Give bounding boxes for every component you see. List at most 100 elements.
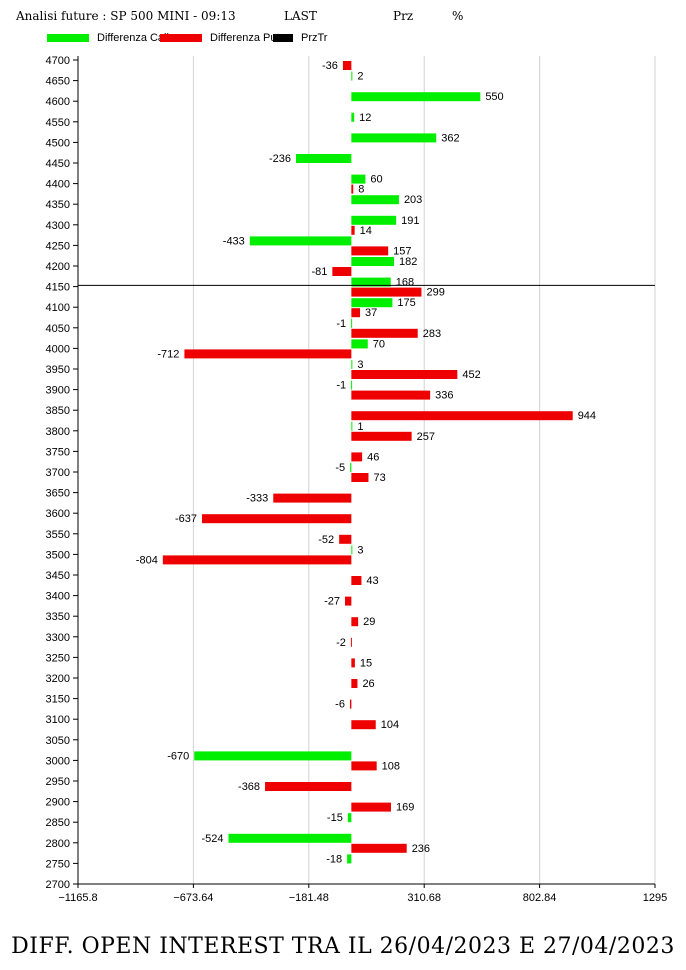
call-bar-label: -670	[167, 750, 189, 762]
y-tick-label: 4200	[46, 261, 70, 273]
call-bar	[350, 463, 352, 472]
y-tick-label: 4600	[46, 96, 70, 108]
put-bar-label: 283	[423, 328, 441, 340]
put-bar-label: 169	[396, 802, 414, 814]
put-bar-label: -637	[175, 513, 197, 525]
put-bar	[184, 349, 352, 359]
y-tick-label: 3550	[46, 529, 70, 541]
put-bar	[351, 473, 369, 482]
call-bar	[351, 112, 355, 122]
put-bar-label: 299	[426, 287, 444, 299]
put-bar	[351, 576, 362, 585]
call-bar	[296, 154, 352, 163]
call-bar	[351, 318, 353, 328]
y-tick-label: 2950	[46, 776, 70, 788]
x-tick-label: 802.84	[523, 892, 557, 904]
call-bar	[347, 854, 352, 864]
y-tick-label: 2700	[46, 879, 70, 891]
y-tick-label: 3350	[46, 611, 70, 623]
y-tick-label: 3750	[46, 446, 70, 458]
put-bar	[349, 699, 352, 709]
legend-swatch-put	[160, 34, 202, 42]
put-bar	[351, 802, 391, 812]
y-tick-label: 3200	[46, 673, 70, 685]
y-tick-label: 4150	[46, 282, 70, 294]
put-bar	[351, 328, 418, 338]
put-bar	[265, 782, 352, 791]
call-bar	[351, 133, 437, 143]
legend-item-call: Differenza Call	[47, 32, 169, 44]
put-bar-label: 73	[373, 472, 385, 484]
put-bar-label: -52	[318, 534, 334, 546]
put-bar-label: -2	[336, 637, 346, 649]
put-bar	[162, 555, 352, 565]
legend-label-call: Differenza Call	[97, 32, 169, 44]
call-bar-label: 2	[357, 71, 363, 83]
y-tick-label: 3800	[46, 426, 70, 438]
header-last-label: LAST	[284, 9, 317, 23]
y-tick-label: 3400	[46, 591, 70, 603]
call-bar	[351, 339, 368, 349]
put-bar-label: -27	[324, 596, 340, 608]
y-tick-label: 3250	[46, 652, 70, 664]
call-bar	[351, 380, 353, 390]
y-tick-label: 4300	[46, 220, 70, 232]
y-tick-label: 4700	[46, 55, 70, 67]
put-bar-label: 104	[381, 719, 399, 731]
y-tick-label: 4650	[46, 76, 70, 88]
call-bar-label: -236	[269, 153, 291, 165]
call-bar	[351, 195, 399, 205]
put-bar-label: -712	[157, 348, 179, 360]
put-bar-label: -333	[246, 493, 268, 505]
legend-label-przTr: PrzTr	[301, 32, 328, 44]
call-bar	[351, 215, 397, 225]
put-bar	[342, 61, 352, 70]
x-tick-label: 310.68	[407, 892, 441, 904]
put-bar	[351, 184, 354, 194]
grid-layer	[192, 56, 656, 884]
x-tick-label: −181.48	[289, 892, 329, 904]
call-bar	[351, 92, 481, 102]
put-bar	[351, 843, 407, 853]
call-bar-label: 70	[373, 338, 385, 350]
bar-layer	[162, 61, 573, 864]
call-bar-label: -1	[336, 318, 346, 330]
footer-title: DIFF. OPEN INTEREST TRA IL 26/04/2023 E …	[11, 934, 675, 959]
put-bar-label: 236	[412, 843, 430, 855]
put-bar-label: -81	[311, 266, 327, 278]
y-tick-label: 4550	[46, 117, 70, 129]
legend-item-przTr: PrzTr	[273, 32, 328, 44]
put-bar	[350, 637, 352, 647]
axis-layer	[73, 56, 656, 888]
y-tick-label: 4250	[46, 240, 70, 252]
legend-label-put: Differenza Put	[210, 32, 280, 44]
call-bar	[351, 545, 353, 555]
label-layer: −1165.8 −673.64 −181.48 310.68 802.84 1295 470…	[46, 55, 668, 904]
put-bar-label: -368	[238, 781, 260, 793]
put-bar-label: 29	[363, 616, 375, 628]
call-bar	[228, 833, 352, 843]
call-bar	[249, 236, 352, 246]
call-bar	[351, 174, 366, 184]
bar-chart: −1165.8 −673.64 −181.48 310.68 802.84 1295 470…	[46, 55, 668, 904]
call-bar-label: 168	[396, 277, 414, 289]
call-bar-label: 550	[485, 91, 503, 103]
put-bar	[351, 452, 363, 462]
put-bar-label: 8	[358, 184, 364, 196]
put-bar-label: 43	[366, 575, 378, 587]
y-tick-label: 4100	[46, 302, 70, 314]
put-bar	[201, 514, 352, 524]
put-bar-label: -6	[335, 699, 345, 711]
call-bar-label: 3	[357, 359, 363, 371]
call-bar	[194, 751, 352, 761]
call-bar-label: 203	[404, 194, 422, 206]
put-bar	[351, 246, 389, 256]
y-tick-label: 2800	[46, 838, 70, 850]
put-bar-label: 108	[382, 760, 400, 772]
y-tick-label: 4500	[46, 137, 70, 149]
y-tick-label: 3950	[46, 364, 70, 376]
put-bar	[351, 308, 361, 318]
call-bar	[351, 421, 353, 431]
put-bar	[351, 390, 431, 400]
y-tick-label: 3450	[46, 570, 70, 582]
